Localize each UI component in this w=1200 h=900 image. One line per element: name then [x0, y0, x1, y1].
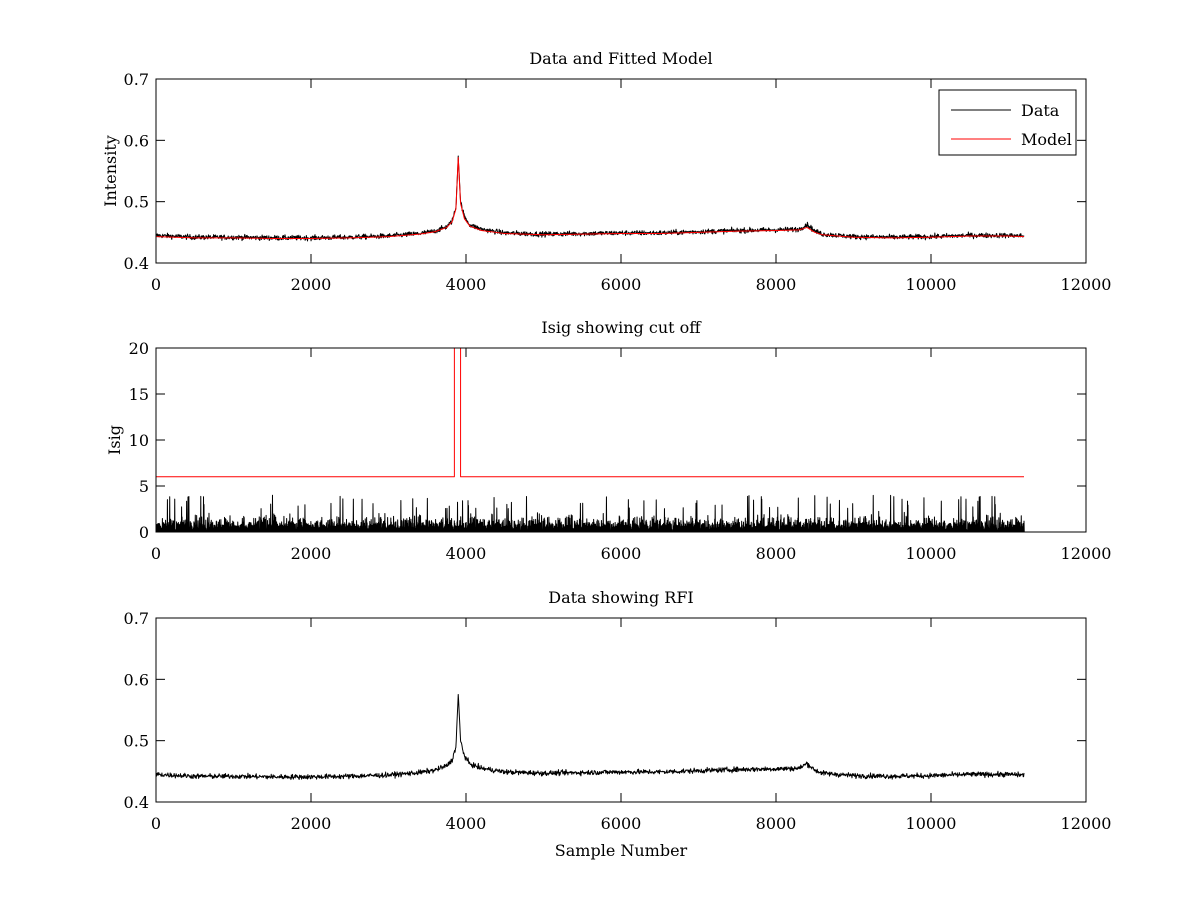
x-tick-label: 4000 — [446, 814, 487, 833]
plot-area: 0 2000 4000 6000 8000 10000 12000 0.4 0.5 0.6 0.7 — [124, 609, 1112, 833]
y-tick-label: 0.5 — [124, 193, 149, 212]
x-tick-label: 4000 — [446, 544, 487, 563]
y-tick-label: 0.6 — [124, 670, 149, 689]
y-tick-label: 0.4 — [124, 254, 149, 273]
x-tick-label: 4000 — [446, 275, 487, 294]
y-tick-label: 0.4 — [124, 793, 149, 812]
x-tick-label: 8000 — [756, 814, 797, 833]
x-tick-label: 0 — [151, 275, 161, 294]
y-tick-label: 0.7 — [124, 70, 149, 89]
plot-area: 0 2000 4000 6000 8000 10000 12000 0 5 10 15 20 — [129, 339, 1112, 563]
y-tick-label: 0.6 — [124, 131, 149, 150]
y-tick-label: 20 — [129, 339, 149, 358]
legend-label-data: Data — [1021, 101, 1060, 120]
x-tick-label: 6000 — [601, 544, 642, 563]
y-axis-label: Isig — [105, 425, 124, 455]
panel-data-and-fitted-model: Data and Fitted Model Intensity 0 2000 400… — [101, 49, 1111, 294]
y-tick-label: 0.5 — [124, 732, 149, 751]
x-tick-label: 6000 — [601, 814, 642, 833]
y-tick-label: 5 — [139, 477, 149, 496]
legend-box — [938, 89, 1077, 156]
x-tick-label: 2000 — [291, 814, 332, 833]
x-tick-label: 0 — [151, 814, 161, 833]
x-tick-label: 10000 — [906, 814, 957, 833]
series-line-data — [156, 693, 1025, 781]
y-tick-label: 0.7 — [124, 609, 149, 628]
panel-title: Isig showing cut off — [541, 318, 702, 337]
series-line-model — [156, 157, 1025, 239]
legend: Data Model — [938, 89, 1077, 156]
series-line-isig — [156, 494, 1025, 532]
x-tick-label: 2000 — [291, 544, 332, 563]
panel-isig-showing-cut-off: Isig showing cut off Isig 0 2000 4000 6000 8… — [105, 318, 1111, 563]
series-line-cut-off — [156, 348, 1024, 478]
series-group — [156, 348, 1025, 532]
x-tick-label: 12000 — [1061, 544, 1112, 563]
panel-title: Data showing RFI — [548, 588, 693, 607]
y-tick-label: 0 — [139, 523, 149, 542]
x-tick-label: 6000 — [601, 275, 642, 294]
x-tick-label: 8000 — [756, 544, 797, 563]
x-tick-label: 12000 — [1061, 814, 1112, 833]
x-tick-label: 8000 — [756, 275, 797, 294]
series-group — [156, 155, 1025, 242]
panel-title: Data and Fitted Model — [529, 49, 712, 68]
x-tick-label: 2000 — [291, 275, 332, 294]
x-tick-label: 10000 — [906, 275, 957, 294]
series-group — [156, 693, 1025, 781]
legend-label-model: Model — [1021, 130, 1072, 149]
y-axis-label: Intensity — [101, 135, 120, 207]
y-tick-label: 10 — [129, 431, 149, 450]
x-tick-label: 10000 — [906, 544, 957, 563]
plot-area: 0 2000 4000 6000 8000 10000 12000 0.4 0.5 0.6 0.7 — [124, 70, 1112, 294]
x-tick-label: 0 — [151, 544, 161, 563]
x-tick-label: 12000 — [1061, 275, 1112, 294]
panel-data-showing-rfi: Data showing RFI Sample Number 0 2000 4000… — [124, 588, 1112, 860]
x-axis-label: Sample Number — [555, 841, 688, 860]
y-tick-label: 15 — [129, 385, 149, 404]
